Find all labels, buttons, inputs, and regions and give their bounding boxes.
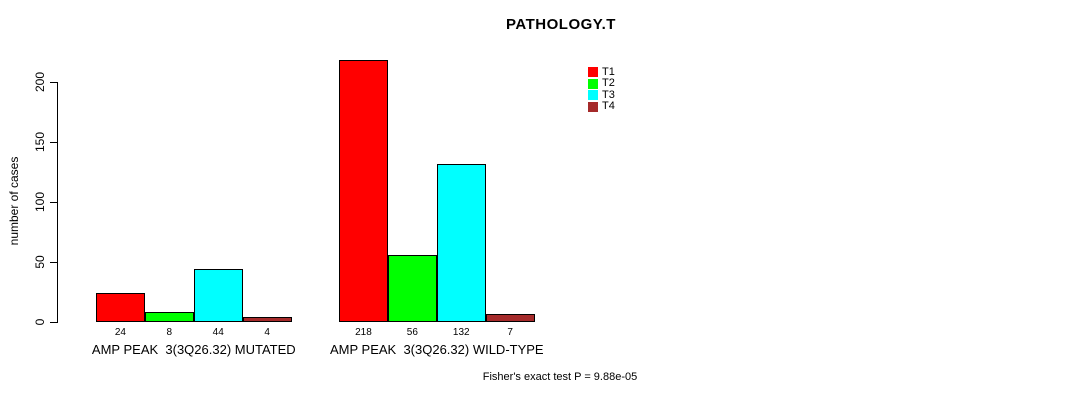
bar-t1-group1 xyxy=(96,293,145,322)
y-axis-tick xyxy=(50,321,57,323)
y-axis-tick-label: 100 xyxy=(33,191,47,213)
legend-label-t4: T4 xyxy=(602,100,615,113)
legend-label-t1: T1 xyxy=(602,65,615,78)
bar-value-label: 7 xyxy=(507,327,513,338)
bar-value-label: 24 xyxy=(114,327,126,338)
bar-t4-group1 xyxy=(242,317,292,322)
legend-label-t3: T3 xyxy=(602,88,615,101)
group-axis-label: AMP PEAK 3(3Q26.32) WILD-TYPE xyxy=(329,342,544,357)
legend-swatch-t3 xyxy=(588,90,598,101)
bar-value-label: 56 xyxy=(406,327,418,338)
bar-t3-group2 xyxy=(436,163,486,322)
bar-t4-group2 xyxy=(485,313,535,322)
y-axis-tick-label: 50 xyxy=(33,255,47,269)
bar-value-label: 4 xyxy=(264,327,270,338)
bar-t3-group1 xyxy=(193,269,243,322)
bar-t2-group2 xyxy=(387,254,437,322)
y-axis-tick xyxy=(50,201,57,203)
y-axis-tick-label: 150 xyxy=(33,131,47,153)
fisher-test-annotation: Fisher's exact test P = 9.88e-05 xyxy=(482,371,638,383)
legend-swatch-t4 xyxy=(588,101,598,112)
bar-t2-group1 xyxy=(144,312,194,322)
y-axis-tick xyxy=(50,141,57,143)
y-axis-tick xyxy=(50,81,57,83)
legend-label-t2: T2 xyxy=(602,77,615,90)
y-axis-line xyxy=(57,82,58,323)
bar-t1-group2 xyxy=(339,60,388,322)
bar-value-label: 8 xyxy=(166,327,173,338)
bar-value-label: 132 xyxy=(452,327,470,338)
legend-swatch-t2 xyxy=(588,78,598,89)
y-axis-title: number of cases xyxy=(7,156,21,246)
y-axis-tick-label: 200 xyxy=(33,71,47,93)
bar-value-label: 44 xyxy=(212,327,224,338)
bar-value-label: 218 xyxy=(355,327,372,338)
group-axis-label: AMP PEAK 3(3Q26.32) MUTATED xyxy=(91,342,296,357)
y-axis-tick xyxy=(50,261,57,263)
y-axis-tick-label: 0 xyxy=(33,318,47,326)
legend-swatch-t1 xyxy=(588,67,598,77)
chart-title: PATHOLOGY.T xyxy=(506,16,616,33)
